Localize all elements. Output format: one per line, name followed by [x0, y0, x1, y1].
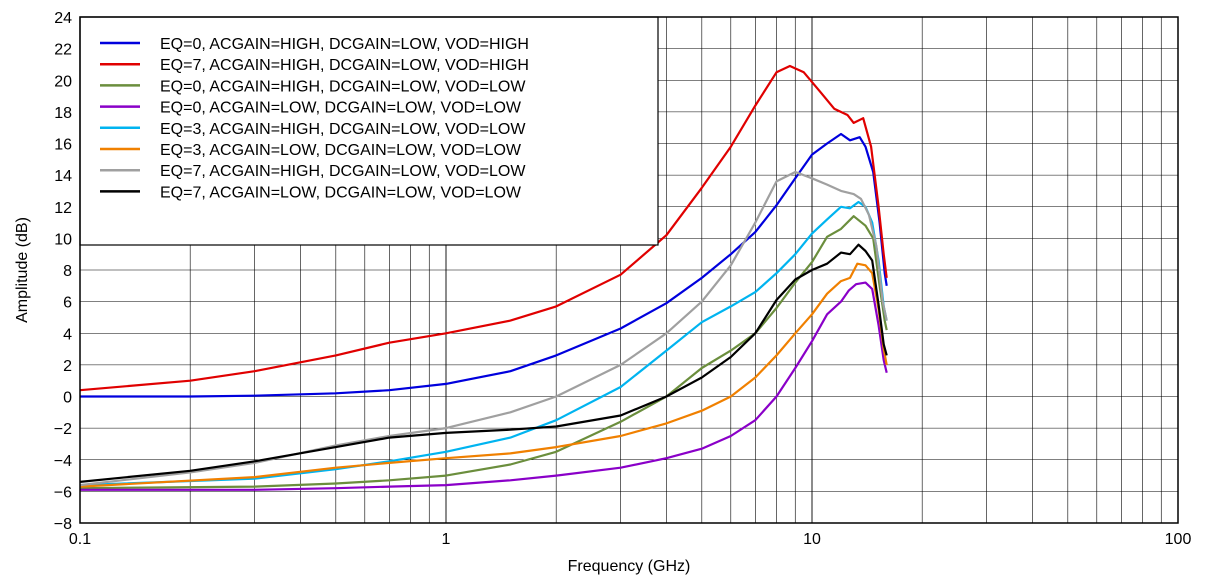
y-tick-label: 22 — [54, 42, 72, 59]
x-tick-labels: 0.1 1 10 100 — [69, 531, 1192, 548]
x-tick-label: 0.1 — [69, 531, 91, 548]
legend-entry: EQ=3, ACGAIN=HIGH, DCGAIN=LOW, VOD=LOW — [160, 121, 526, 138]
y-tick-label: −4 — [54, 453, 72, 470]
plot-frame — [79, 16, 1179, 524]
series-lines — [79, 64, 888, 491]
y-tick-label: 2 — [63, 358, 72, 375]
legend-entry: EQ=0, ACGAIN=HIGH, DCGAIN=LOW, VOD=HIGH — [160, 36, 529, 53]
y-tick-label: 6 — [63, 295, 72, 312]
y-tick-label: 24 — [54, 10, 72, 27]
y-tick-label: 8 — [63, 263, 72, 280]
series-line-8 — [79, 243, 888, 483]
x-tick-label: 1 — [442, 531, 451, 548]
series-line-1 — [80, 132, 888, 398]
series-line-6 — [79, 262, 888, 488]
y-tick-label: 10 — [54, 231, 72, 248]
y-axis-label: Amplitude (dB) — [14, 217, 31, 323]
y-tick-label: −6 — [54, 484, 72, 501]
y-tick-label: −2 — [54, 421, 72, 438]
legend-entry: EQ=0, ACGAIN=HIGH, DCGAIN=LOW, VOD=LOW — [160, 78, 526, 95]
legend-box — [79, 16, 659, 246]
x-axis-label: Frequency (GHz) — [568, 558, 691, 575]
legend-entry: EQ=7, ACGAIN=LOW, DCGAIN=LOW, VOD=LOW — [160, 184, 522, 201]
series-line-7 — [79, 170, 888, 487]
y-tick-label: 14 — [54, 168, 72, 185]
x-tick-label: 100 — [1165, 531, 1192, 548]
legend-entry: EQ=0, ACGAIN=LOW, DCGAIN=LOW, VOD=LOW — [160, 100, 522, 117]
y-tick-label: 20 — [54, 73, 72, 90]
y-tick-label: 0 — [63, 390, 72, 407]
y-tick-label: 4 — [63, 326, 72, 343]
legend-entry: EQ=7, ACGAIN=HIGH, DCGAIN=LOW, VOD=HIGH — [160, 57, 529, 74]
series-line-2 — [79, 64, 888, 392]
legend: EQ=0, ACGAIN=HIGH, DCGAIN=LOW, VOD=HIGH E… — [79, 16, 659, 246]
x-tick-label: 10 — [803, 531, 821, 548]
legend-entry: EQ=3, ACGAIN=LOW, DCGAIN=LOW, VOD=LOW — [160, 142, 522, 159]
y-tick-label: 12 — [54, 200, 72, 217]
y-tick-label: 18 — [54, 105, 72, 122]
y-tick-label: 16 — [54, 137, 72, 154]
legend-entry: EQ=7, ACGAIN=HIGH, DCGAIN=LOW, VOD=LOW — [160, 163, 526, 180]
y-tick-label: −8 — [54, 516, 72, 533]
series-line-4 — [80, 281, 888, 491]
